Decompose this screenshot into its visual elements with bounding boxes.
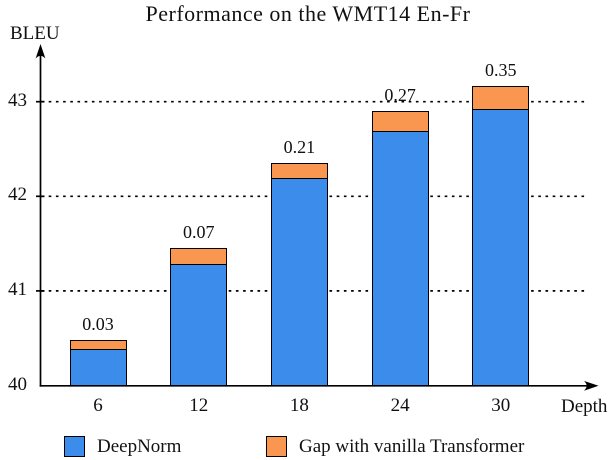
bar-gap — [472, 85, 530, 111]
bar-gap — [170, 248, 228, 265]
bar-gap — [371, 111, 429, 133]
legend-label-gap: Gap with vanilla Transformer — [299, 436, 525, 457]
bar-deepnorm — [472, 108, 530, 387]
chart-title: Performance on the WMT14 En-Fr — [145, 1, 471, 26]
y-axis-arrow-icon — [35, 44, 46, 59]
bar-value-label: 0.07 — [182, 222, 215, 243]
y-tick-label: 40 — [8, 373, 27, 395]
y-tick-label: 42 — [8, 184, 27, 206]
x-axis-arrow-icon — [584, 380, 599, 391]
x-tick-label: 30 — [491, 395, 511, 416]
bar-value-label: 0.35 — [485, 59, 517, 80]
gap-swatch-icon — [266, 436, 287, 457]
bar-deepnorm — [270, 177, 328, 387]
deepnorm-swatch-icon — [64, 436, 85, 457]
legend-label-deepnorm: DeepNorm — [97, 436, 182, 457]
bar-gap — [69, 340, 127, 350]
x-tick-label: 12 — [189, 395, 209, 416]
x-tick-label: 18 — [289, 395, 309, 416]
bar-value-label: 0.27 — [384, 85, 416, 106]
y-tick-label: 41 — [8, 278, 27, 300]
legend-item-deepnorm: DeepNorm — [64, 435, 181, 458]
y-axis-label: BLEU — [10, 23, 60, 44]
legend-item-gap: Gap with vanilla Transformer — [266, 435, 524, 458]
bar-deepnorm — [69, 347, 127, 387]
x-tick-label: 6 — [93, 395, 103, 416]
bar-gap — [270, 163, 328, 180]
bar-deepnorm — [170, 262, 228, 387]
x-axis-label: Depth — [561, 396, 608, 417]
y-tick-label: 43 — [8, 89, 27, 111]
bar-deepnorm — [371, 130, 429, 387]
x-tick-label: 24 — [390, 395, 410, 416]
bar-value-label: 0.21 — [283, 137, 316, 158]
bar-value-label: 0.03 — [82, 314, 114, 335]
